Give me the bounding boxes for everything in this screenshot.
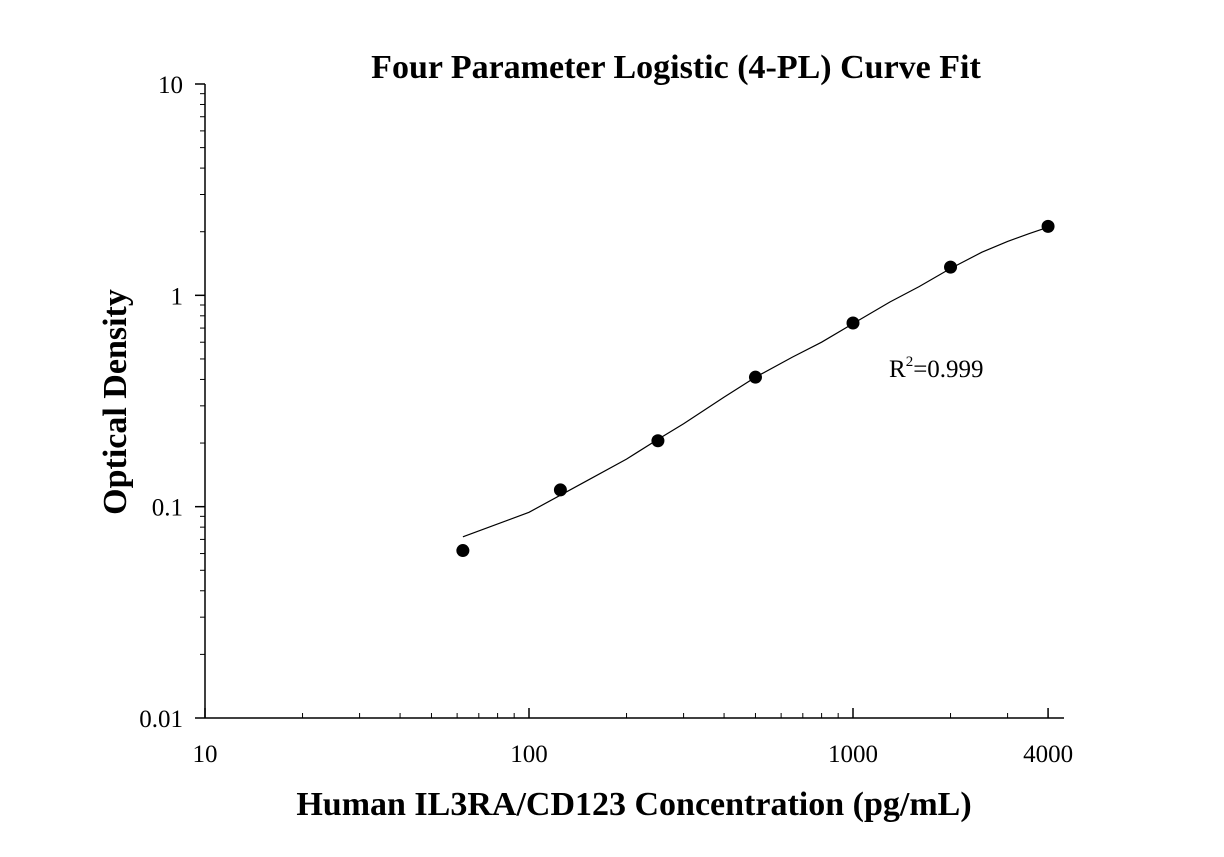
- data-point: [1041, 219, 1055, 233]
- x-tick-label: 100: [510, 741, 548, 768]
- fit-curve: [462, 226, 1049, 538]
- y-tick-label: 1: [171, 283, 184, 310]
- data-point: [651, 434, 665, 448]
- r-squared-base: R: [889, 356, 906, 383]
- axes: [204, 84, 1064, 719]
- r-squared-value: =0.999: [913, 356, 983, 383]
- data-point: [846, 316, 860, 330]
- x-tick-label: 4000: [1023, 741, 1073, 768]
- x-tick-label: 10: [193, 741, 218, 768]
- x-axis-title: Human IL3RA/CD123 Concentration (pg/mL): [296, 786, 971, 823]
- r-squared-annotation: R2=0.999: [889, 354, 984, 383]
- data-point: [748, 370, 762, 384]
- y-tick-label: 10: [158, 72, 183, 99]
- x-tick-label: 1000: [828, 741, 878, 768]
- series: [456, 219, 1055, 558]
- y-tick-label: 0.01: [139, 706, 183, 733]
- data-point: [456, 544, 470, 558]
- data-point: [944, 260, 958, 274]
- y-tick-label: 0.1: [152, 495, 183, 522]
- r-squared-sup: 2: [906, 354, 914, 370]
- data-point: [553, 483, 567, 497]
- ticks: 10 100 1000 4000 0.01 0.1 1 10: [139, 72, 1073, 768]
- chart-title: Four Parameter Logistic (4-PL) Curve Fit: [371, 49, 981, 86]
- y-axis-title: Optical Density: [97, 289, 134, 515]
